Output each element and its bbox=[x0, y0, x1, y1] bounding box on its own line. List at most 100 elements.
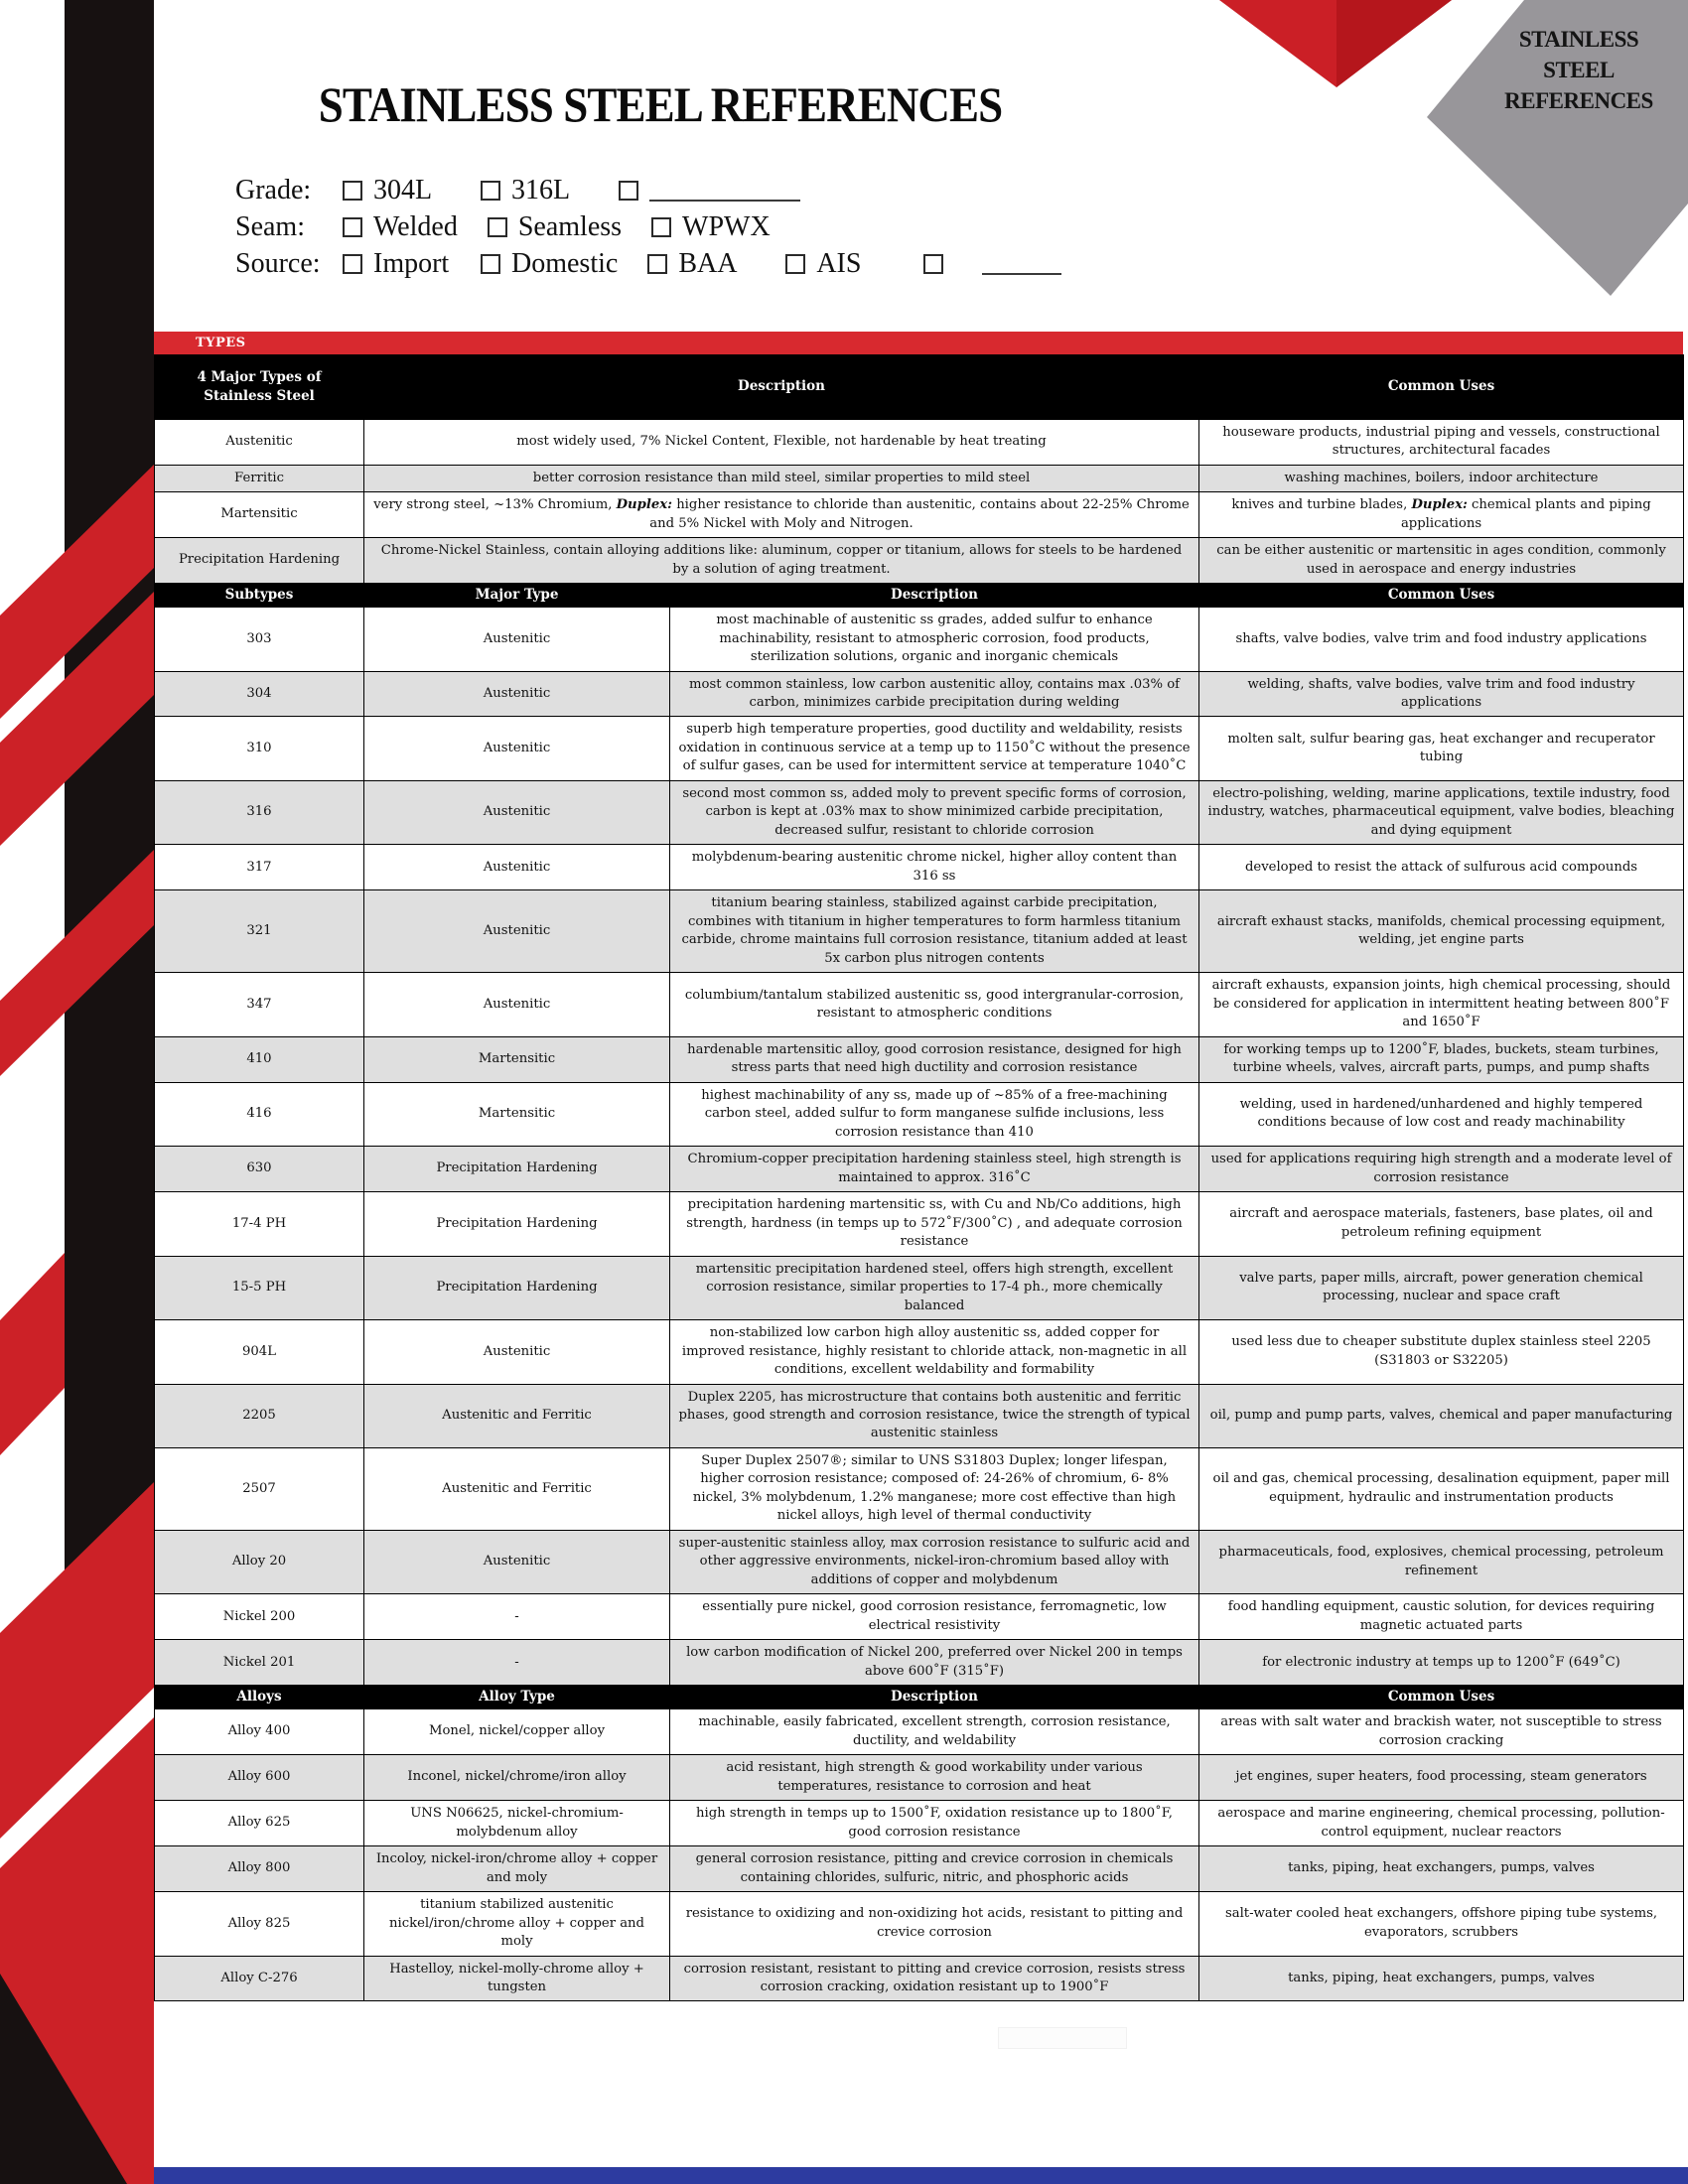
checkbox[interactable] bbox=[647, 254, 668, 274]
type-cell: Austenitic bbox=[363, 779, 670, 846]
checkbox[interactable] bbox=[481, 254, 500, 274]
table-row: 310 Austenitic superb high temperature pro… bbox=[154, 716, 1685, 781]
description-cell: hardenable martensitic alloy, good corro… bbox=[668, 1035, 1200, 1083]
checkbox-label: Seamless bbox=[517, 211, 623, 242]
column-header: Description bbox=[668, 583, 1200, 609]
form-label: Source: bbox=[235, 248, 321, 279]
column-header: Description bbox=[362, 354, 1200, 420]
name-cell: Nickel 201 bbox=[154, 1639, 364, 1687]
blank-line[interactable] bbox=[649, 180, 800, 202]
description-cell: corrosion resistant, resistant to pittin… bbox=[668, 1955, 1200, 2002]
type-cell: Precipitation Hardening bbox=[363, 1191, 670, 1257]
checkbox-label: Import bbox=[373, 248, 450, 279]
name-cell: Precipitation Hardening bbox=[154, 537, 364, 585]
name-cell: 410 bbox=[154, 1035, 364, 1083]
checkbox-form: Grade: 304L 316L Seam: Welded Seamless WPWX Sou… bbox=[235, 175, 1683, 280]
table-row: Alloy 800 Incoloy, nickel-iron/chrome all… bbox=[154, 1845, 1685, 1893]
name-cell: 2205 bbox=[154, 1383, 364, 1448]
type-cell: Martensitic bbox=[363, 1035, 670, 1083]
name-cell: Austenitic bbox=[154, 418, 364, 466]
type-cell: Incoloy, nickel-iron/chrome alloy + copp… bbox=[363, 1845, 670, 1893]
name-cell: Alloy 825 bbox=[154, 1891, 364, 1957]
description-cell: most widely used, 7% Nickel Content, Fle… bbox=[362, 418, 1200, 466]
description-cell: martensitic precipitation hardened steel… bbox=[668, 1255, 1200, 1321]
description-cell: Chromium-copper precipitation hardening … bbox=[668, 1146, 1200, 1193]
type-cell: Austenitic bbox=[363, 1529, 670, 1595]
table-row: 347 Austenitic columbium/tantalum stabiliz… bbox=[154, 972, 1685, 1037]
checkbox[interactable] bbox=[619, 181, 638, 201]
common-uses-cell: welding, used in hardened/unhardened and… bbox=[1198, 1081, 1685, 1148]
type-cell: Hastelloy, nickel-molly-chrome alloy + t… bbox=[363, 1955, 670, 2002]
name-cell: 317 bbox=[154, 844, 364, 891]
checkbox[interactable] bbox=[487, 217, 507, 237]
checkbox-option: BAA bbox=[647, 248, 756, 280]
type-cell: Inconel, nickel/chrome/iron alloy bbox=[363, 1754, 670, 1802]
table-row: Precipitation Hardening Chrome-Nickel Sta… bbox=[154, 537, 1685, 585]
common-uses-cell: aircraft exhausts, expansion joints, hig… bbox=[1198, 972, 1685, 1037]
table-row: 303 Austenitic most machinable of austenit… bbox=[154, 607, 1685, 672]
type-cell: Austenitic bbox=[363, 889, 670, 974]
table-row: Alloy 600 Inconel, nickel/chrome/iron all… bbox=[154, 1754, 1685, 1802]
table-row: 317 Austenitic molybdenum-bearing austenit… bbox=[154, 844, 1685, 891]
table-row: 630 Precipitation Hardening Chromium-coppe… bbox=[154, 1146, 1685, 1193]
common-uses-cell: tanks, piping, heat exchangers, pumps, v… bbox=[1198, 1955, 1685, 2002]
table-row: 321 Austenitic titanium bearing stainless,… bbox=[154, 889, 1685, 974]
checkbox-option bbox=[923, 253, 1062, 275]
name-cell: Alloy 20 bbox=[154, 1529, 364, 1595]
blank-line[interactable] bbox=[982, 253, 1062, 275]
name-cell: 321 bbox=[154, 889, 364, 974]
common-uses-cell: salt-water cooled heat exchangers, offsh… bbox=[1198, 1891, 1685, 1957]
table-row: Nickel 200- essentially pure nickel, good… bbox=[154, 1593, 1685, 1641]
table-row: Martensitic very strong steel, ~13% Chrom… bbox=[154, 491, 1685, 539]
reference-table: 4 Major Types of Stainless Steel Descript… bbox=[154, 354, 1685, 2002]
table-row: 304 Austenitic most common stainless, low … bbox=[154, 670, 1685, 718]
description-cell: acid resistant, high strength & good wor… bbox=[668, 1754, 1200, 1802]
description-cell: molybdenum-bearing austenitic chrome nic… bbox=[668, 844, 1200, 891]
checkbox[interactable] bbox=[785, 254, 806, 274]
checkbox[interactable] bbox=[651, 217, 672, 237]
checkbox[interactable] bbox=[343, 217, 362, 237]
column-header: Alloys bbox=[154, 1685, 364, 1710]
common-uses-cell: tanks, piping, heat exchangers, pumps, v… bbox=[1198, 1845, 1685, 1893]
checkbox-option: Seamless bbox=[487, 211, 623, 243]
form-row: Source: Import Domestic BAA AIS bbox=[235, 248, 1683, 280]
form-row: Seam: Welded Seamless WPWX bbox=[235, 211, 1683, 243]
checkbox[interactable] bbox=[343, 181, 362, 201]
checkbox-option bbox=[619, 180, 800, 202]
name-cell: Alloy 625 bbox=[154, 1800, 364, 1847]
common-uses-cell: shafts, valve bodies, valve trim and foo… bbox=[1198, 607, 1685, 672]
name-cell: 347 bbox=[154, 972, 364, 1037]
checkbox[interactable] bbox=[343, 254, 362, 274]
name-cell: Nickel 200 bbox=[154, 1593, 364, 1641]
common-uses-cell: jet engines, super heaters, food process… bbox=[1198, 1754, 1685, 1802]
name-cell: 15-5 PH bbox=[154, 1255, 364, 1321]
left-black-bar-decoration bbox=[65, 0, 154, 2184]
name-cell: Alloy C-276 bbox=[154, 1955, 364, 2002]
column-header: Common Uses bbox=[1198, 354, 1685, 420]
type-cell: - bbox=[363, 1639, 670, 1687]
description-cell: columbium/tantalum stabilized austenitic… bbox=[668, 972, 1200, 1037]
checkbox-option: WPWX bbox=[651, 211, 771, 243]
checkbox-option: AIS bbox=[785, 248, 894, 280]
description-cell: essentially pure nickel, good corrosion … bbox=[668, 1593, 1200, 1641]
column-header: 4 Major Types of Stainless Steel bbox=[154, 354, 364, 420]
common-uses-cell: oil, pump and pump parts, valves, chemic… bbox=[1198, 1383, 1685, 1448]
description-cell: high strength in temps up to 1500˚F, oxi… bbox=[668, 1800, 1200, 1847]
checkbox[interactable] bbox=[481, 181, 500, 201]
table-row: Alloy 625 UNS N06625, nickel-chromium-mol… bbox=[154, 1800, 1685, 1847]
table-row: 416 Martensitic highest machinability of a… bbox=[154, 1081, 1685, 1148]
type-cell: Precipitation Hardening bbox=[363, 1255, 670, 1321]
description-cell: general corrosion resistance, pitting an… bbox=[668, 1845, 1200, 1893]
checkbox[interactable] bbox=[923, 254, 944, 274]
checkbox-label: Welded bbox=[373, 211, 458, 242]
checkbox-option: 304L bbox=[343, 175, 451, 206]
checkbox-label: AIS bbox=[816, 248, 862, 279]
section-header-row: 4 Major Types of Stainless Steel Descript… bbox=[154, 354, 1685, 420]
common-uses-cell: valve parts, paper mills, aircraft, powe… bbox=[1198, 1255, 1685, 1321]
table-row: 410 Martensitic hardenable martensitic all… bbox=[154, 1035, 1685, 1083]
faint-box bbox=[998, 2027, 1127, 2049]
common-uses-cell: welding, shafts, valve bodies, valve tri… bbox=[1198, 670, 1685, 718]
section-header-row: Subtypes Major Type Description Common Uses bbox=[154, 583, 1685, 609]
name-cell: 316 bbox=[154, 779, 364, 846]
form-label: Grade: bbox=[235, 175, 312, 205]
